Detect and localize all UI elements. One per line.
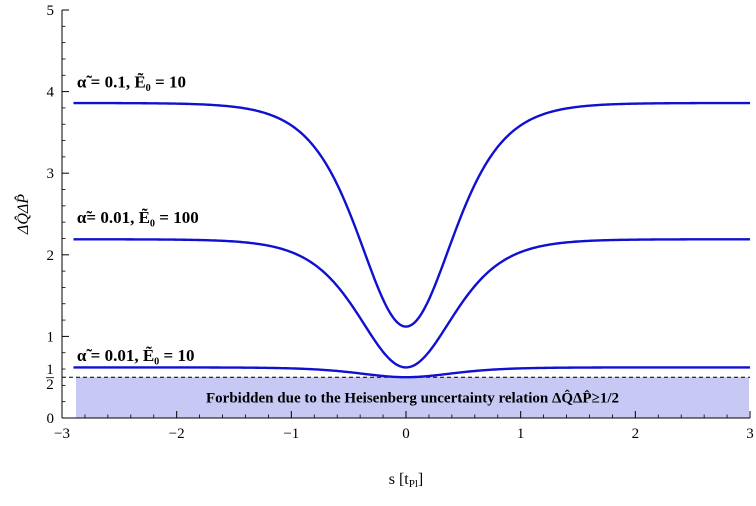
forbidden-region-label: Forbidden due to the Heisenberg uncertai… (206, 389, 619, 406)
y-tick-one-half: 1 2 (46, 362, 54, 393)
x-tick-label: 0 (402, 426, 410, 442)
x-tick-label: 1 (517, 426, 525, 442)
x-axis-ticks: −3 −2 −1 0 1 2 3 (54, 411, 754, 442)
y-tick-label: 1 (47, 329, 55, 345)
x-tick-label: −3 (54, 426, 70, 442)
series-label-3: α̃ = 0.01, Ẽ₀ = 10 (77, 346, 195, 365)
series-line-2 (73, 238, 750, 369)
x-tick-label: 2 (632, 426, 640, 442)
x-tick-label: −2 (169, 426, 185, 442)
x-axis-label-subscript: Pl (409, 478, 418, 490)
x-tick-label: 3 (746, 426, 754, 442)
x-axis-label-main: s [t (389, 471, 410, 488)
y-tick-half-denominator: 2 (46, 377, 54, 393)
series-labels: α̃ = 0.1, Ẽ₀ = 10 α̃= 0.01, Ẽ₀ = 100 α̃ = … (77, 73, 199, 365)
y-tick-label: 2 (47, 248, 55, 264)
x-axis-label-end: ] (418, 471, 423, 488)
y-tick-label: 5 (47, 3, 55, 19)
series-label-2: α̃= 0.01, Ẽ₀ = 100 (77, 208, 199, 227)
forbidden-region (76, 377, 749, 418)
series-line-3 (73, 366, 750, 379)
y-axis-label: ΔQ̂ΔP̂ (13, 194, 32, 235)
x-tick-label: −1 (283, 426, 299, 442)
series-line-1 (73, 101, 750, 328)
y-tick-label: 4 (47, 85, 55, 101)
curves-group (73, 101, 750, 379)
x-axis-label: s [tPl] (389, 471, 424, 490)
y-tick-label: 0 (47, 411, 55, 427)
y-tick-label: 3 (47, 166, 55, 182)
series-label-1: α̃ = 0.1, Ẽ₀ = 10 (77, 73, 186, 92)
y-tick-half-numerator: 1 (46, 362, 54, 378)
